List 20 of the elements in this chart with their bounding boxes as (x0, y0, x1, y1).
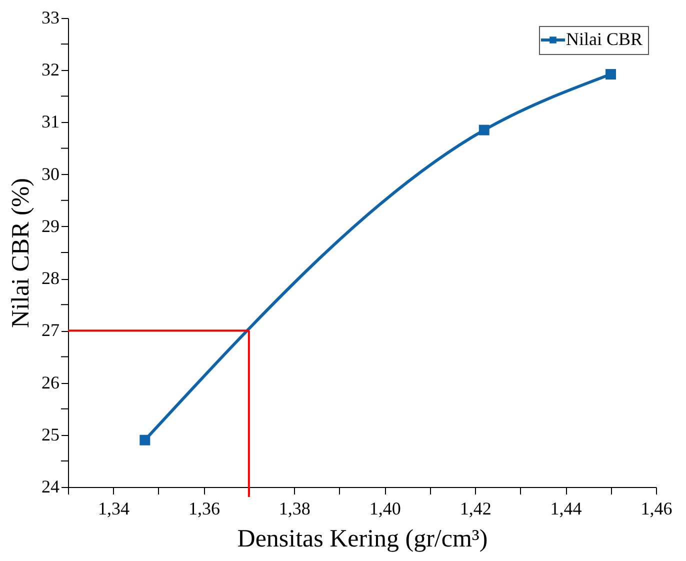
x-tick-label: 1,42 (460, 498, 492, 518)
y-tick-label: 32 (42, 60, 60, 80)
x-tick-label: 1,38 (278, 498, 310, 518)
y-axis-title: Nilai CBR (%) (8, 178, 34, 328)
y-tick-label: 30 (42, 164, 60, 184)
y-tick-label: 29 (42, 216, 60, 236)
y-tick-label: 24 (42, 476, 60, 496)
x-tick-label: 1,34 (98, 498, 130, 518)
x-tick-label: 1,36 (188, 498, 220, 518)
y-tick-label: 25 (42, 424, 60, 444)
y-tick-label: 26 (42, 372, 60, 392)
x-axis-title: Densitas Kering (gr/cm³) (237, 526, 488, 552)
y-tick-label: 28 (42, 268, 60, 288)
x-tick-label: 1,44 (550, 498, 582, 518)
x-tick-label: 1,40 (369, 498, 401, 518)
x-tick-label: 1,46 (640, 498, 672, 518)
y-tick-label: 31 (42, 112, 60, 132)
legend-label: Nilai CBR (566, 29, 643, 49)
y-tick-label: 33 (42, 8, 60, 28)
y-tick-label: 27 (42, 320, 60, 340)
